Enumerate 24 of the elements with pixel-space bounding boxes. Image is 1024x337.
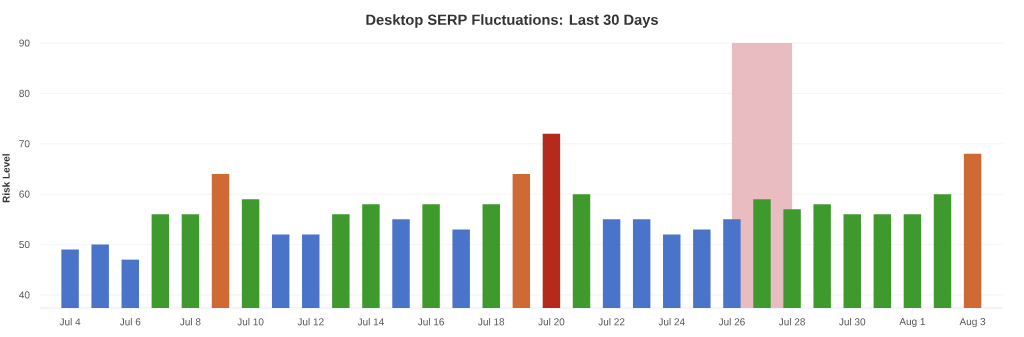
x-tick-label: Jul 30 xyxy=(839,318,866,326)
y-tick-label: 80 xyxy=(19,89,30,97)
chart-title: Desktop SERP Fluctuations: Last 30 Days xyxy=(366,14,658,28)
x-tick-label: Jul 10 xyxy=(237,318,264,326)
y-axis-title: Risk Level xyxy=(2,154,10,203)
y-tick-label: 40 xyxy=(19,291,30,299)
x-tick-label: Jul 8 xyxy=(180,318,201,326)
x-tick-label: Aug 1 xyxy=(899,318,925,327)
x-tick-label: Jul 4 xyxy=(59,318,81,326)
x-tick-label: Jul 12 xyxy=(297,318,324,326)
x-tick-label: Jul 20 xyxy=(538,318,565,326)
x-tick-label: Jul 6 xyxy=(119,318,141,326)
x-tick-label: Jul 18 xyxy=(478,318,505,326)
x-tick-label: Jul 24 xyxy=(658,318,685,326)
x-tick-label: Jul 22 xyxy=(598,318,625,326)
x-tick-label: Jul 26 xyxy=(718,318,745,326)
x-tick-label: Jul 28 xyxy=(778,318,805,326)
x-tick-label: Jul 16 xyxy=(417,318,444,326)
y-tick-label: 60 xyxy=(19,190,30,198)
y-tick-label: 50 xyxy=(19,240,30,249)
x-tick-label: Jul 14 xyxy=(357,318,384,326)
x-tick-label: Aug 3 xyxy=(959,318,986,328)
y-tick-label: 90 xyxy=(19,39,30,47)
y-tick-label: 70 xyxy=(19,140,30,148)
